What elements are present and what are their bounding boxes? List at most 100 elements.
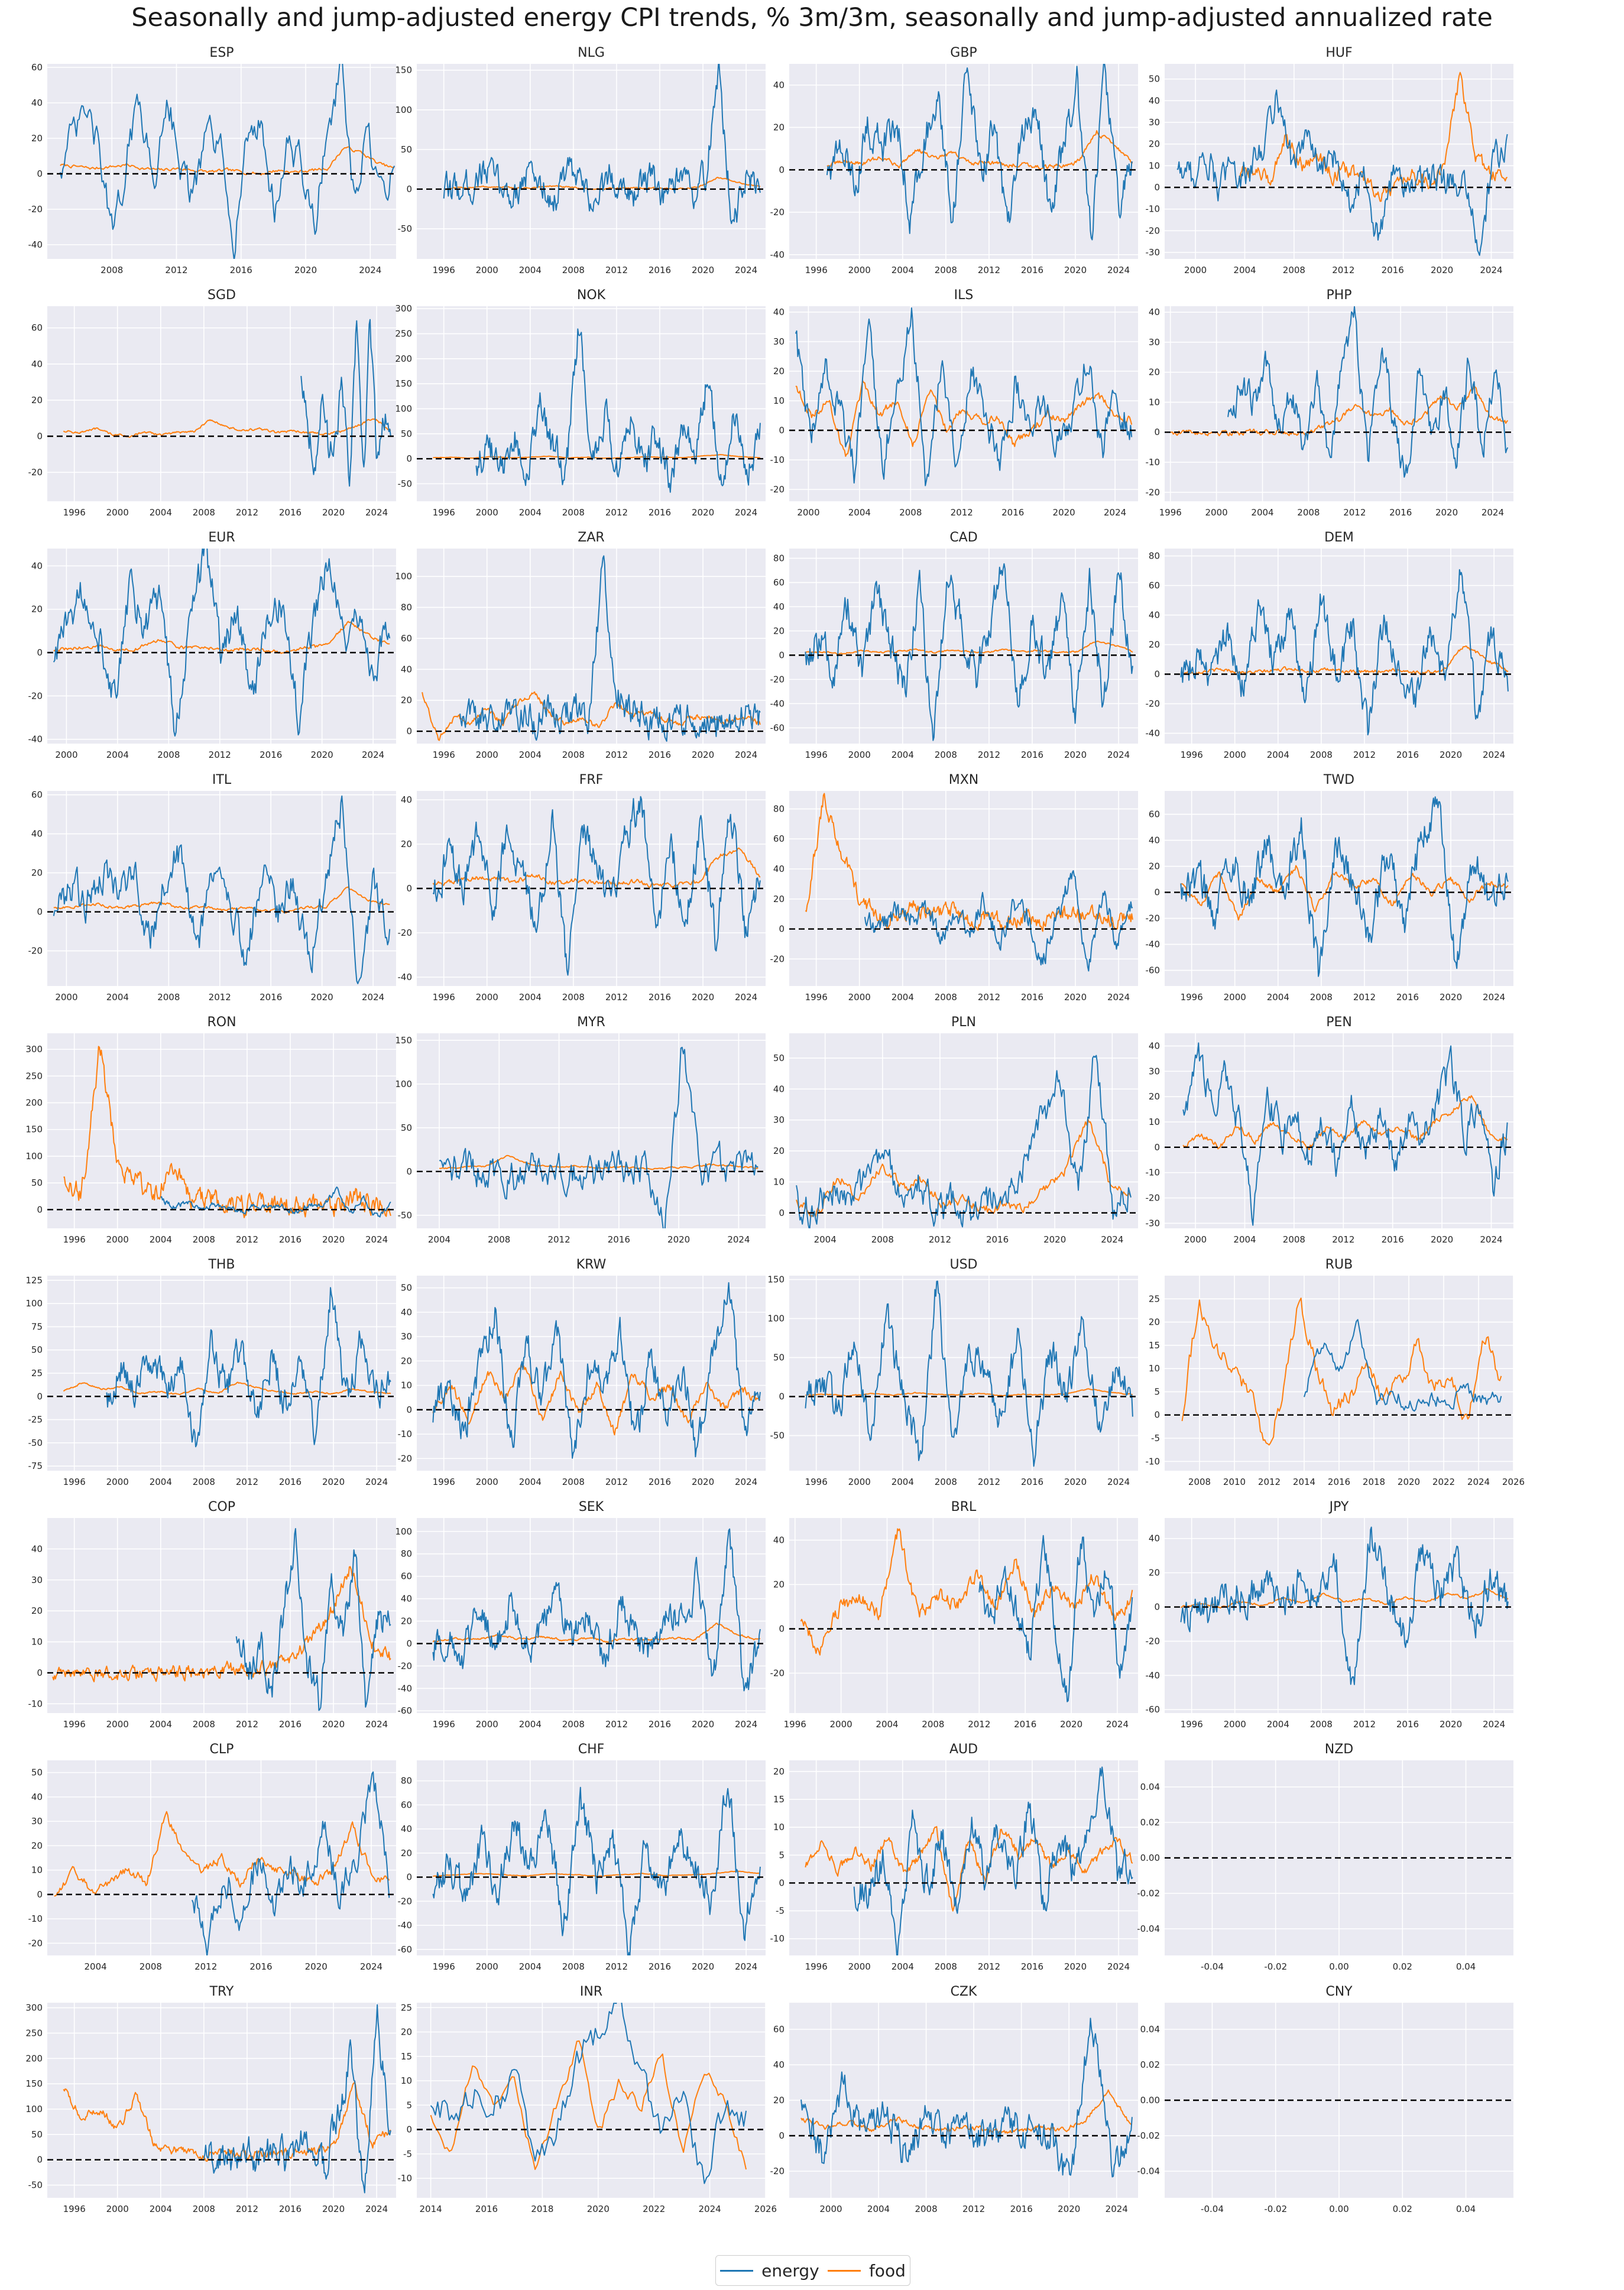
y-tick-label: 40	[773, 80, 785, 90]
panel-pln: PLN 2004 2008 2012 2016 2020 2024 0 10 20 30 40 50	[773, 1015, 1138, 1245]
y-tick-label: 60	[401, 633, 412, 644]
series-line-food	[805, 640, 1133, 655]
y-tick-label: 100	[25, 1151, 43, 1162]
x-tick-label: 2014	[420, 2204, 442, 2214]
x-tick-label: 2012	[1353, 1719, 1376, 1730]
y-tick-label: 50	[31, 2129, 43, 2140]
x-tick-label: 2000	[848, 1477, 871, 1487]
x-tick-label: 2016	[649, 1477, 671, 1487]
x-tick-label: 2024	[360, 1961, 383, 1972]
x-tick-label: 2004	[519, 1961, 542, 1972]
panel-clp: CLP 2004 2008 2012 2016 2020 2024 -20 -10 0 10 20 30…	[28, 1742, 396, 1972]
x-tick-label: 2016	[230, 265, 252, 275]
panel-title: CAD	[949, 530, 977, 545]
y-tick-label: 0	[1154, 887, 1160, 898]
x-tick-label: 2014	[1293, 1477, 1315, 1487]
y-tick-label: 150	[395, 378, 412, 389]
panel-aud: AUD 1996 2000 2004 2008 2012 2016 2020 2024 -10 -5…	[770, 1742, 1138, 1972]
plot-area	[417, 1033, 766, 1228]
x-tick-label: 1996	[433, 265, 455, 275]
y-tick-label: 0.00	[1140, 1853, 1160, 1863]
y-tick-label: 40	[773, 1535, 785, 1546]
y-tick-label: -30	[1146, 1218, 1161, 1228]
y-tick-label: 25	[31, 1368, 43, 1378]
series-line-energy	[1180, 796, 1509, 977]
y-tick-label: -60	[770, 722, 785, 733]
x-tick-label: 2004	[892, 750, 914, 760]
x-tick-label: 2020	[1060, 1719, 1082, 1730]
y-tick-label: 80	[401, 1776, 412, 1786]
panel-title: GBP	[950, 46, 977, 60]
panel-zar: ZAR 1996 2000 2004 2008 2012 2016 2020 2024 0 20 40…	[395, 530, 766, 760]
x-tick-label: 2004	[150, 1234, 172, 1245]
x-tick-label: 2020	[294, 265, 317, 275]
y-tick-label: 0	[406, 1638, 412, 1649]
y-tick-label: -50	[398, 1210, 413, 1221]
y-tick-label: 30	[31, 1575, 43, 1585]
series-line-energy	[1180, 1526, 1509, 1685]
y-tick-label: -50	[398, 223, 413, 234]
y-tick-label: -20	[1146, 699, 1161, 709]
series-line-food	[60, 146, 395, 176]
x-tick-label: 2000	[476, 1719, 498, 1730]
panel-title: INR	[580, 1984, 602, 1999]
y-tick-label: 5	[779, 1850, 785, 1860]
x-tick-label: 2024	[1483, 992, 1505, 1003]
panel-cad: CAD 1996 2000 2004 2008 2012 2016 2020 2024 -60 -4…	[770, 530, 1138, 760]
x-tick-label: 2004	[428, 1234, 450, 1245]
y-tick-label: 0	[779, 1391, 785, 1402]
y-tick-label: 50	[1149, 74, 1160, 85]
panel-krw: KRW 1996 2000 2004 2008 2012 2016 2020 2024 -20 -1…	[398, 1257, 766, 1487]
x-tick-label: 2012	[165, 265, 187, 275]
x-tick-label: 1996	[63, 2204, 86, 2214]
series-line-energy	[1182, 1042, 1508, 1226]
y-tick-label: 40	[773, 864, 785, 874]
y-tick-label: 0	[1154, 182, 1160, 193]
x-tick-label: 2020	[692, 1719, 714, 1730]
series-line-food	[796, 1118, 1132, 1218]
y-tick-label: -0.04	[1137, 2166, 1160, 2177]
y-tick-label: 40	[401, 1594, 412, 1604]
y-tick-label: -60	[398, 1705, 413, 1716]
x-tick-label: 2016	[1389, 507, 1412, 518]
series-line-food	[1181, 1298, 1502, 1446]
y-tick-label: 20	[31, 133, 43, 144]
panel-title: USD	[949, 1257, 977, 1272]
y-tick-label: -40	[398, 1683, 413, 1694]
panel-sek: SEK 1996 2000 2004 2008 2012 2016 2020 2024 -60 -4…	[395, 1500, 766, 1730]
x-tick-label: 2016	[279, 1719, 302, 1730]
x-tick-label: 1996	[63, 1234, 86, 1245]
y-tick-label: -5	[1151, 1433, 1160, 1444]
x-tick-label: 2012	[978, 265, 1000, 275]
x-tick-label: 2024	[735, 750, 757, 760]
y-tick-label: -20	[28, 1938, 43, 1948]
y-tick-label: 100	[25, 1298, 43, 1309]
y-tick-label: 0	[406, 726, 412, 737]
x-tick-label: 2004	[519, 750, 542, 760]
y-tick-label: -0.04	[1137, 1924, 1160, 1934]
y-tick-label: -20	[398, 1453, 413, 1464]
y-tick-label: 150	[25, 2078, 43, 2089]
y-tick-label: 0	[37, 2155, 43, 2165]
x-tick-label: 2020	[1440, 750, 1462, 760]
x-tick-label: 2020	[311, 750, 333, 760]
y-tick-label: -20	[1146, 1193, 1161, 1204]
x-tick-label: 2004	[876, 1719, 898, 1730]
x-tick-label: 2004	[1267, 750, 1289, 760]
plot-area	[1165, 1518, 1513, 1713]
y-tick-label: -10	[398, 2173, 413, 2184]
x-tick-label: -0.02	[1264, 1961, 1287, 1972]
x-tick-label: 2020	[322, 1477, 345, 1487]
y-tick-label: 15	[773, 1794, 785, 1805]
x-tick-label: 2012	[951, 507, 973, 518]
plot-area	[789, 306, 1138, 501]
x-tick-label: 2008	[562, 1477, 585, 1487]
y-tick-label: 60	[773, 577, 785, 588]
x-tick-label: 2020	[322, 1719, 345, 1730]
series-line-energy	[826, 64, 1133, 241]
panel-sgd: SGD 1996 2000 2004 2008 2012 2016 2020 2024 -20 0 2…	[28, 288, 396, 518]
x-tick-label: 2024	[735, 265, 757, 275]
y-tick-label: -20	[770, 953, 785, 964]
x-tick-label: 2012	[962, 2204, 985, 2214]
